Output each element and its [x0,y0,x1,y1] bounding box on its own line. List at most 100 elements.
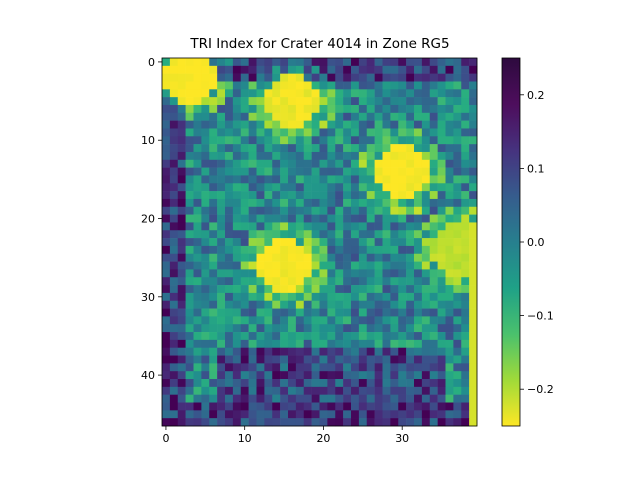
heatmap-cell [256,73,265,82]
heatmap-cell [169,269,179,278]
heatmap-cell [319,58,328,67]
heatmap-cell [469,81,478,90]
heatmap-cell [335,292,344,302]
heatmap-cell [177,300,186,309]
heatmap-cell [272,324,281,333]
heatmap-cell [272,238,281,247]
heatmap-cell [406,89,415,98]
heatmap-cell [390,230,399,239]
heatmap-cell [272,261,281,270]
heatmap-cell [201,308,210,317]
heatmap-cell [256,214,265,223]
heatmap-cell [358,191,368,200]
heatmap-cell [445,394,454,403]
heatmap-cell [162,379,171,388]
heatmap-cell [453,191,462,200]
heatmap-cell [232,371,242,380]
heatmap-cell [232,332,242,341]
heatmap-cell [398,277,407,286]
heatmap-cell [453,175,462,184]
heatmap-cell [248,191,257,200]
heatmap-cell [240,58,249,67]
heatmap-cell [437,65,446,74]
heatmap-cell [295,308,305,317]
heatmap-cell [264,371,273,380]
heatmap-cell [201,371,210,380]
heatmap-cell [429,230,438,239]
heatmap-cell [351,151,360,161]
heatmap-cell [429,332,438,341]
heatmap-cell [351,81,360,90]
heatmap-cell [295,277,305,286]
heatmap-cell [437,379,446,388]
heatmap-cell [311,339,320,348]
heatmap-cell [225,191,234,200]
heatmap-cell [335,151,344,161]
heatmap-cell [398,253,407,262]
y-tick-label: 0 [148,56,155,69]
heatmap-cell [311,128,320,137]
heatmap-cell [351,371,360,380]
heatmap-cell [209,191,218,200]
heatmap-cell [406,339,415,348]
heatmap-cell [217,81,226,90]
heatmap-cell [382,128,391,137]
heatmap-cell [398,144,407,153]
heatmap-cell [335,332,344,341]
heatmap-cell [382,81,391,90]
heatmap-cell [453,332,462,341]
heatmap-cell [240,347,249,356]
heatmap-cell [374,191,383,200]
heatmap-cell [193,379,202,388]
heatmap-cell [185,410,194,419]
heatmap-cell [453,292,462,302]
heatmap-cell [461,120,470,129]
heatmap-cell [398,410,407,419]
heatmap-cell [406,112,415,121]
heatmap-cell [445,112,454,121]
heatmap-cell [311,167,320,176]
heatmap-cell [169,324,179,333]
heatmap-cell [303,89,312,98]
heatmap-cell [358,410,368,419]
heatmap-cell [327,183,336,192]
heatmap-cell [177,261,186,270]
heatmap-cell [414,261,423,270]
heatmap-cell [398,112,407,121]
heatmap-cell [217,89,226,98]
heatmap-cell [295,89,305,98]
heatmap-cell [358,386,368,395]
heatmap-cell [272,81,281,90]
heatmap-cell [429,128,438,137]
heatmap-cell [311,371,320,380]
heatmap-cell [406,269,415,278]
heatmap-cell [429,277,438,286]
heatmap-cell [453,339,462,348]
heatmap-cell [240,81,249,90]
heatmap-cell [280,292,289,302]
heatmap-cell [169,159,179,168]
heatmap-cell [217,379,226,388]
heatmap-cell [390,292,399,302]
heatmap-cell [288,58,297,67]
heatmap-cell [256,402,265,411]
heatmap-cell [177,347,186,356]
heatmap-cell [469,308,478,317]
heatmap-cell [272,104,281,114]
heatmap-cell [351,394,360,403]
heatmap-cell [303,58,312,67]
heatmap-cell [414,89,423,98]
heatmap-cell [295,206,305,215]
heatmap-cell [288,410,297,419]
heatmap-cell [374,73,383,82]
heatmap-cell [311,120,320,129]
heatmap-cell [319,65,328,74]
heatmap-cell [469,159,478,168]
heatmap-cell [335,104,344,114]
heatmap-cell [327,363,336,372]
heatmap-cell [303,324,312,333]
heatmap-cell [295,159,305,168]
heatmap-cell [461,277,470,286]
heatmap-cell [406,183,415,192]
heatmap-cell [469,245,478,255]
